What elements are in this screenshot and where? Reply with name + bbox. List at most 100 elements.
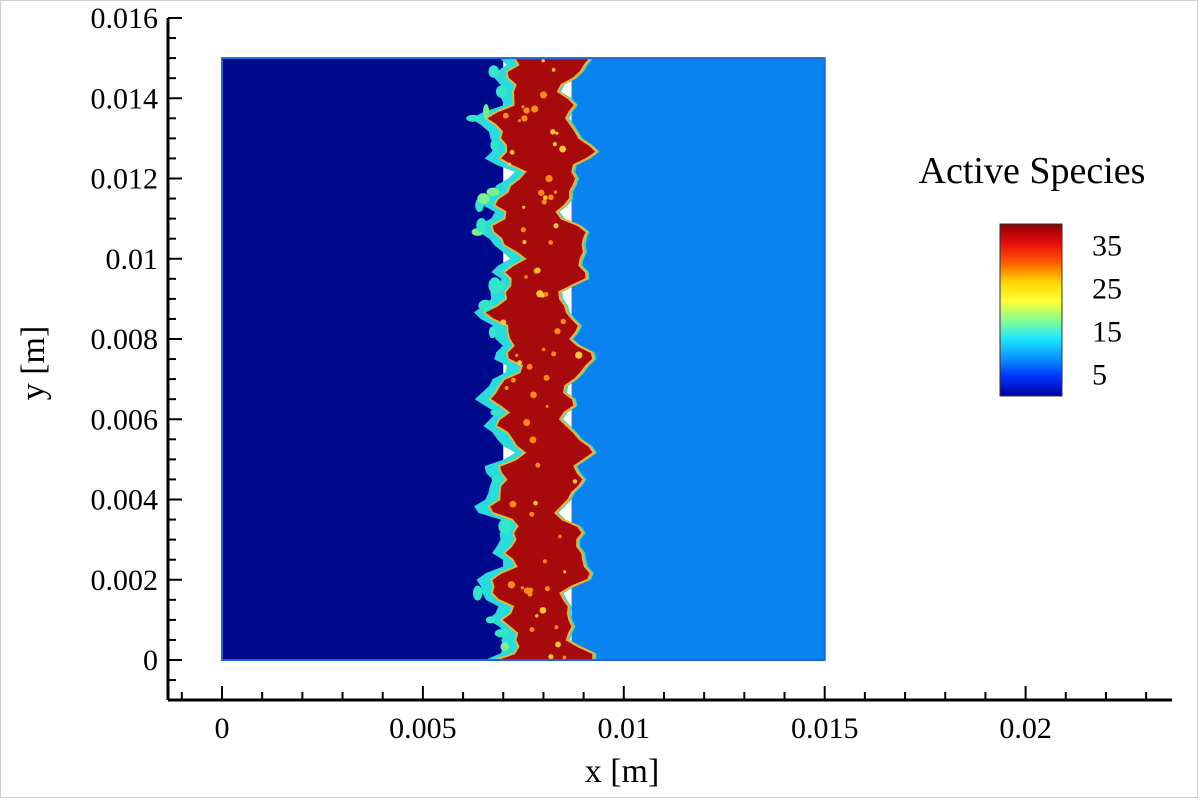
- flame-hotspot: [560, 318, 567, 325]
- flame-hotspot: [535, 614, 539, 618]
- flame-hotspot: [507, 162, 512, 167]
- flame-hotspot: [502, 112, 509, 119]
- flame-hotspot: [563, 570, 567, 574]
- flame-island: [500, 642, 509, 652]
- flame-hotspot: [545, 175, 553, 183]
- x-tick-label: 0.01: [598, 712, 651, 745]
- x-tick-label: 0: [215, 712, 230, 745]
- flame-hotspot: [531, 105, 539, 113]
- flame-hotspot: [520, 586, 524, 590]
- flame-hotspot: [509, 500, 517, 508]
- flame-island: [498, 518, 512, 534]
- flame-island: [488, 326, 496, 339]
- flame-hotspot: [541, 59, 545, 63]
- flame-hotspot: [522, 240, 527, 245]
- flame-hotspot: [553, 190, 558, 194]
- colorbar-label: 25: [1092, 273, 1122, 306]
- flame-hotspot: [572, 479, 578, 484]
- flame-hotspot: [521, 105, 525, 109]
- flame-hotspot: [559, 145, 567, 153]
- flame-hotspot: [534, 267, 541, 274]
- flame-hotspot: [515, 353, 519, 357]
- flame-hotspot: [523, 418, 531, 426]
- flame-hotspot: [575, 351, 583, 359]
- field-layer: [221, 57, 826, 661]
- y-tick-label: 0.008: [91, 323, 159, 356]
- flame-hotspot: [555, 131, 559, 135]
- flame-hotspot: [527, 591, 533, 597]
- ticks-layer: 0 0.005 0.01 0.015 0.0200.0020.0040.0060.008…: [91, 2, 1148, 745]
- flame-island: [490, 140, 498, 151]
- y-tick-label: 0: [143, 644, 158, 677]
- flame-hotspot: [552, 142, 557, 147]
- y-axis-title: y [m]: [15, 326, 52, 401]
- flame-island: [477, 193, 490, 204]
- flame-hotspot: [521, 115, 528, 122]
- flame-hotspot: [535, 462, 541, 468]
- flame-hotspot: [554, 328, 561, 335]
- flame-hotspot: [551, 68, 556, 72]
- colorbar-title: Active Species: [919, 150, 1146, 192]
- flame-hotspot: [550, 129, 556, 135]
- y-tick-label: 0.002: [91, 564, 159, 597]
- unburned-region: [222, 58, 504, 660]
- flame-hotspot: [539, 606, 547, 614]
- flame-hotspot: [520, 227, 526, 233]
- colorbar-label: 5: [1092, 359, 1107, 392]
- domain-border: [221, 57, 826, 661]
- colorbar-legend: Active Species 35 25 15 5: [919, 150, 1146, 397]
- colorbar-label: 35: [1092, 230, 1122, 263]
- colorbar-label: 15: [1092, 316, 1122, 349]
- flame-hotspot: [543, 291, 549, 297]
- y-tick-label: 0.01: [106, 243, 159, 276]
- flame-hotspot: [529, 511, 535, 517]
- flame-island: [488, 65, 499, 78]
- flame-hotspot: [544, 586, 550, 592]
- flame-island: [486, 187, 500, 197]
- y-tick-label: 0.006: [91, 403, 159, 436]
- flame-island: [485, 616, 496, 624]
- flame-island: [495, 85, 507, 98]
- flame-hotspot: [526, 363, 533, 370]
- y-tick-label: 0.016: [91, 2, 159, 35]
- flame-hotspot: [548, 240, 553, 245]
- flame-hotspot: [540, 91, 547, 99]
- flame-hotspot: [500, 319, 507, 326]
- flame-hotspot: [538, 189, 545, 196]
- flame-hotspot: [517, 360, 523, 366]
- y-tick-label: 0.014: [91, 82, 159, 115]
- flame-island: [476, 217, 487, 233]
- x-tick-label: 0.015: [791, 712, 859, 745]
- flame-island: [472, 585, 483, 601]
- flame-hotspot: [530, 391, 537, 399]
- flame-island: [494, 281, 506, 290]
- flame-hotspot: [558, 534, 562, 539]
- y-tick-label: 0.004: [91, 484, 159, 517]
- flame-hotspot: [517, 119, 521, 123]
- flame-hotspot: [548, 654, 554, 660]
- flame-hotspot: [522, 205, 526, 209]
- flame-front: [482, 58, 599, 660]
- flame-hotspot: [545, 404, 549, 408]
- flame-island: [491, 475, 501, 484]
- x-tick-label: 0.02: [999, 712, 1052, 745]
- y-tick-label: 0.012: [91, 163, 159, 196]
- flame-hotspot: [553, 223, 559, 229]
- flame-hotspot: [510, 377, 516, 383]
- flame-hotspot: [533, 500, 538, 506]
- x-tick-label: 0.005: [389, 712, 457, 745]
- flame-island: [478, 299, 493, 312]
- flame-island: [494, 628, 510, 638]
- flame-hotspot: [542, 195, 548, 200]
- colorbar: [999, 223, 1063, 397]
- flame-hotspot: [523, 107, 530, 114]
- flame-hotspot: [554, 625, 559, 630]
- flame-hotspot: [509, 149, 515, 155]
- flame-hotspot: [541, 199, 547, 205]
- flame-hotspot: [507, 581, 516, 589]
- flame-hotspot: [504, 385, 509, 390]
- flame-island: [490, 409, 503, 417]
- flame-hotspot: [524, 275, 528, 279]
